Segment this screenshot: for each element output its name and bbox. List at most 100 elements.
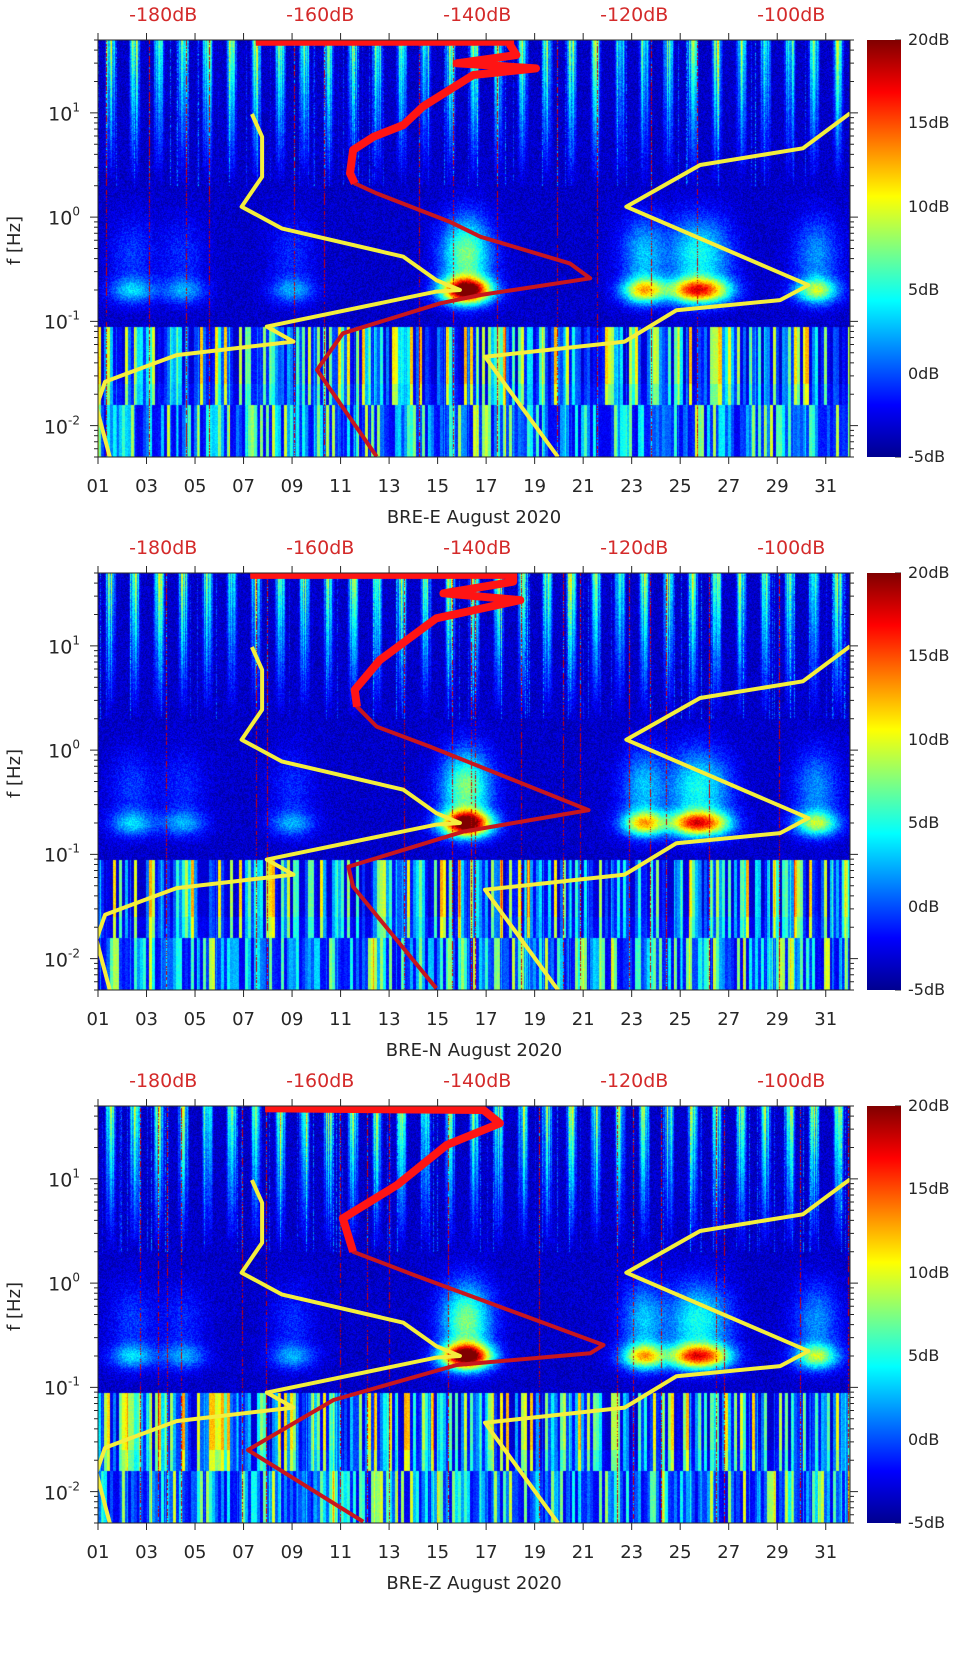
x-tick-label: 09 — [280, 1542, 304, 1563]
x-tick-label: 21 — [571, 1009, 595, 1030]
y-tick-base: 10 — [48, 207, 73, 230]
x-tick-label: 31 — [814, 476, 838, 497]
x-tick-label: 13 — [377, 1542, 401, 1563]
x-tick-label: 13 — [377, 476, 401, 497]
x-tick-label: 27 — [717, 1542, 741, 1563]
top-axis-db-label: -140dB — [443, 4, 512, 26]
axes-box — [97, 1105, 851, 1524]
yellow-high-noise-curve — [483, 644, 850, 990]
y-tick-base: 10 — [48, 636, 73, 659]
y-tick-label: 10-2 — [44, 946, 80, 971]
colorbar-label: 5dB — [908, 813, 940, 833]
x-tick-label: 07 — [232, 1009, 255, 1030]
y-tick-base: 10 — [43, 1377, 69, 1400]
y-tick-label: 10-1 — [44, 309, 80, 334]
x-tick-label: 07 — [232, 476, 255, 497]
x-tick-label: 25 — [668, 1009, 692, 1030]
y-tick-base: 10 — [48, 740, 73, 763]
spectrogram-panel: 01 03 05 07 09 11 13 15 17 19 21 23 25 27 29 31 101 100 10… — [0, 4, 962, 573]
x-tick-label: 09 — [280, 476, 304, 497]
y-tick-label: 100 — [48, 738, 80, 763]
x-tick-label: 15 — [426, 1542, 450, 1563]
colorbar-label: 15dB — [908, 646, 950, 666]
yellow-high-noise-curve — [483, 111, 850, 457]
spectrogram-panel: 01 03 05 07 09 11 13 15 17 19 21 23 25 27 29 31 101 100 10… — [0, 537, 962, 1106]
top-axis-db-label: -100dB — [757, 1070, 826, 1092]
x-tick-label: 05 — [183, 1009, 207, 1030]
colorbar-label: -5dB — [908, 447, 946, 466]
y-axis-label: f [Hz] — [4, 1281, 26, 1332]
colorbar-label: 20dB — [908, 1096, 950, 1115]
x-tick-label: 17 — [474, 1009, 498, 1030]
y-tick-exponent: 1 — [72, 1166, 80, 1181]
y-tick-exponent: -2 — [68, 413, 80, 428]
x-tick-label: 13 — [377, 1009, 401, 1030]
x-tick-label: 23 — [620, 1009, 644, 1030]
top-axis-db-label: -120dB — [600, 1070, 669, 1092]
x-tick-label: 01 — [86, 1542, 110, 1563]
colorbar-label: -5dB — [908, 980, 946, 999]
y-tick-base: 10 — [48, 1169, 73, 1192]
x-tick-label: 17 — [474, 1542, 498, 1563]
colorbar-label: 20dB — [908, 563, 950, 582]
y-tick-label: 10-2 — [44, 413, 80, 438]
axes-box — [97, 572, 851, 991]
top-axis-db-label: -180dB — [129, 537, 198, 559]
x-tick-label: 23 — [620, 476, 644, 497]
x-tick-label: 11 — [329, 1542, 353, 1563]
y-tick-label: 101 — [48, 1166, 80, 1191]
plot-overlay — [90, 33, 901, 464]
colorbar-label: 10dB — [908, 1262, 950, 1282]
x-tick-label: 21 — [571, 476, 595, 497]
y-tick-exponent: -1 — [68, 308, 80, 323]
top-axis-db-label: -140dB — [443, 1070, 512, 1092]
x-tick-label: 27 — [717, 476, 741, 497]
y-tick-exponent: 0 — [72, 737, 80, 752]
top-axis-db-label: -120dB — [600, 537, 669, 559]
y-tick-exponent: 1 — [72, 633, 80, 648]
y-tick-exponent: 0 — [72, 1270, 80, 1285]
y-tick-exponent: -1 — [68, 1374, 80, 1389]
y-tick-base: 10 — [43, 949, 69, 972]
y-tick-exponent: 0 — [72, 204, 80, 219]
x-tick-label: 25 — [668, 476, 692, 497]
top-axis-db-label: -140dB — [443, 537, 512, 559]
x-tick-label: 11 — [329, 476, 353, 497]
x-tick-label: 11 — [329, 1009, 353, 1030]
top-axis-db-label: -100dB — [757, 4, 826, 26]
y-tick-exponent: -2 — [68, 1479, 80, 1494]
x-tick-label: 09 — [280, 1009, 304, 1030]
x-axis-label: BRE-Z August 2020 — [386, 1573, 562, 1594]
colorbar-label: 0dB — [908, 1429, 940, 1449]
x-tick-label: 31 — [814, 1542, 838, 1563]
top-axis-db-label: -180dB — [129, 1070, 198, 1092]
axes-box — [97, 39, 851, 458]
colorbar-label: -5dB — [908, 1513, 946, 1532]
colorbar-label: 10dB — [908, 196, 950, 216]
x-tick-label: 31 — [814, 1009, 838, 1030]
top-axis-db-label: -100dB — [757, 537, 826, 559]
top-axis-db-label: -120dB — [600, 4, 669, 26]
plot-overlay — [90, 566, 901, 997]
colorbar-label: 20dB — [908, 30, 950, 49]
x-tick-label: 23 — [620, 1542, 644, 1563]
y-tick-base: 10 — [43, 844, 69, 867]
x-tick-label: 25 — [668, 1542, 692, 1563]
colorbar-label: 5dB — [908, 280, 940, 300]
colorbar — [867, 40, 901, 457]
colorbar — [867, 1106, 901, 1523]
x-tick-label: 03 — [135, 476, 158, 497]
x-tick-label: 05 — [183, 476, 207, 497]
y-tick-label: 10-2 — [44, 1479, 80, 1504]
x-tick-label: 29 — [765, 1009, 789, 1030]
x-tick-label: 21 — [571, 1542, 595, 1563]
yellow-low-noise-curve — [98, 646, 462, 990]
yellow-low-noise-curve — [98, 113, 462, 457]
red-psd-curve-upper — [265, 1106, 504, 1253]
y-axis-label: f [Hz] — [4, 748, 26, 799]
colorbar — [867, 573, 901, 990]
x-tick-label: 15 — [426, 1009, 450, 1030]
y-tick-exponent: 1 — [72, 100, 80, 115]
y-tick-exponent: -1 — [68, 841, 80, 856]
spectrogram-panel: 01 03 05 07 09 11 13 15 17 19 21 23 25 27 29 31 101 100 10… — [0, 1070, 962, 1639]
